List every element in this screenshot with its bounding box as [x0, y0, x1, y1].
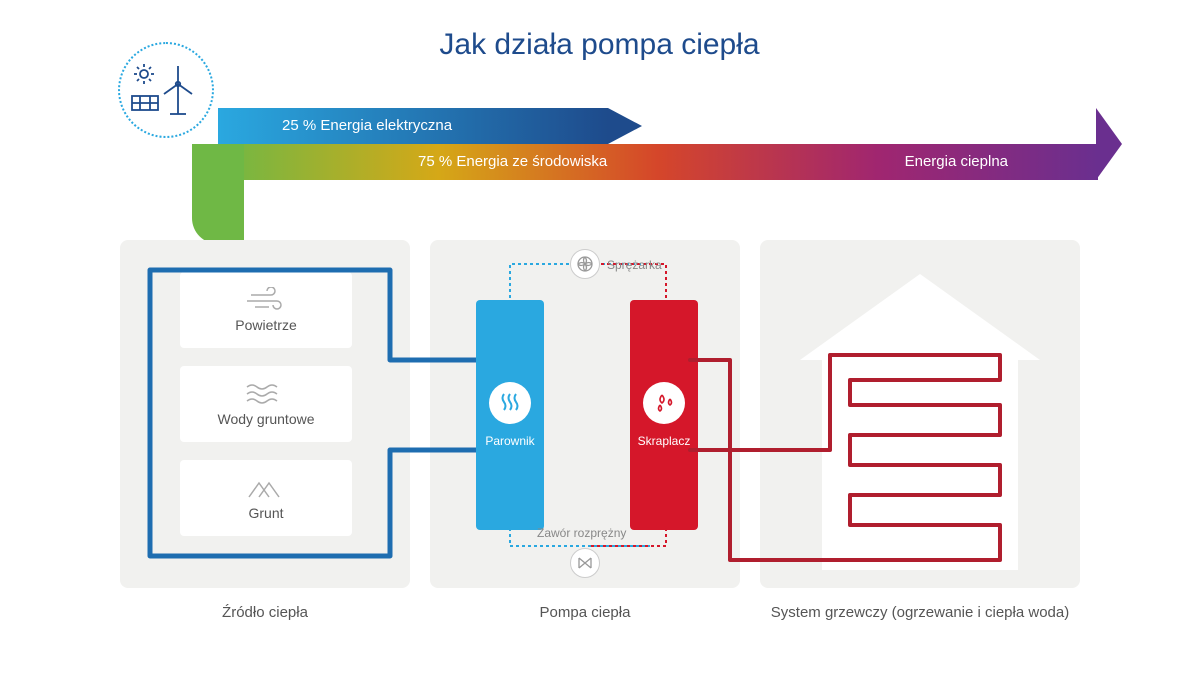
compressor-icon: [570, 249, 600, 279]
expansion-valve-label: Zawór rozprężny: [537, 526, 626, 540]
panel-heating-label: System grzewczy (ogrzewanie i ciepła wod…: [760, 604, 1080, 621]
environment-energy-label: 75 % Energia ze środowiska: [418, 144, 607, 180]
heating-loop-line: [660, 240, 1080, 588]
renewables-icon: [118, 42, 214, 138]
electric-energy-label: 25 % Energia elektryczna: [282, 117, 452, 134]
energy-arrow: 25 % Energia elektryczna 75 % Energia ze…: [218, 108, 1098, 180]
compressor-label: Sprężarka: [607, 258, 662, 272]
panel-pump-label: Pompa ciepła: [430, 604, 740, 621]
expansion-valve-icon: [570, 548, 600, 578]
connector-drop: [192, 144, 244, 244]
heat-energy-label: Energia cieplna: [905, 144, 1008, 180]
panel-source-label: Źródło ciepła: [120, 604, 410, 621]
